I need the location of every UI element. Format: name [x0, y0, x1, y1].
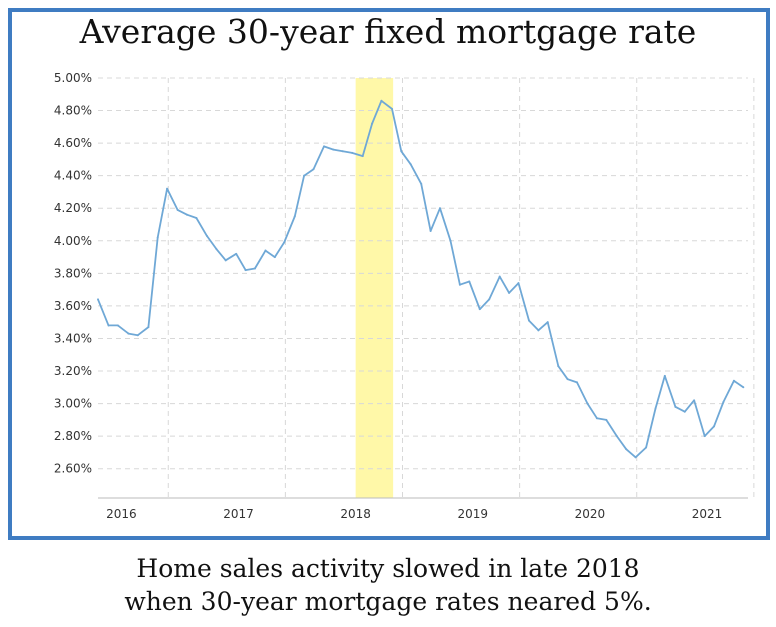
data-point [361, 155, 364, 158]
data-point [546, 321, 549, 324]
data-point [244, 269, 247, 272]
data-point [537, 329, 540, 332]
data-point [458, 283, 461, 286]
data-point [488, 298, 491, 301]
y-tick-label: 4.60% [54, 136, 92, 150]
data-point [527, 319, 530, 322]
data-point [176, 208, 179, 211]
y-tick-label: 5.00% [54, 71, 92, 85]
data-point [732, 379, 735, 382]
data-point [371, 122, 374, 125]
data-point [116, 324, 119, 327]
data-point [683, 410, 686, 413]
data-point [722, 400, 725, 403]
chart-caption: Home sales activity slowed in late 2018 … [0, 552, 776, 618]
data-point [498, 275, 501, 278]
x-tick-label: 2021 [692, 507, 723, 521]
x-tick-label: 2019 [458, 507, 489, 521]
y-tick-label: 4.20% [54, 201, 92, 215]
data-point [645, 446, 648, 449]
data-point [215, 247, 218, 250]
data-point [557, 365, 560, 368]
caption-line-2: when 30-year mortgage rates neared 5%. [124, 587, 652, 616]
x-tick-label: 2020 [575, 507, 606, 521]
y-tick-label: 3.80% [54, 266, 92, 280]
data-point [390, 107, 393, 110]
y-tick-label: 3.40% [54, 331, 92, 345]
data-point [293, 215, 296, 218]
data-point [235, 252, 238, 255]
data-point [468, 280, 471, 283]
x-tick-label: 2016 [106, 507, 137, 521]
data-point [703, 435, 706, 438]
data-point [586, 402, 589, 405]
data-point [595, 417, 598, 420]
y-tick-label: 3.00% [54, 397, 92, 411]
data-point [429, 230, 432, 233]
data-point [147, 326, 150, 329]
data-point [742, 386, 745, 389]
data-point [283, 241, 286, 244]
data-point [195, 217, 198, 219]
data-point [323, 145, 326, 148]
data-point [380, 99, 383, 102]
data-point [264, 249, 267, 252]
data-point [107, 324, 110, 327]
highlight-band [355, 78, 394, 498]
data-point [605, 418, 608, 421]
data-point [508, 291, 511, 294]
data-point [634, 456, 637, 459]
data-point [438, 207, 441, 210]
x-tick-label: 2017 [223, 507, 254, 521]
data-point [136, 334, 139, 337]
y-tick-label: 3.60% [54, 299, 92, 313]
y-tick-label: 2.60% [54, 462, 92, 476]
data-point [224, 259, 227, 262]
data-point [625, 448, 628, 451]
data-point [400, 150, 403, 153]
data-point [420, 182, 423, 185]
data-point [166, 187, 169, 190]
data-point [674, 405, 677, 408]
data-point [713, 425, 716, 428]
data-point [127, 332, 130, 335]
data-point [576, 381, 579, 384]
data-point [156, 236, 159, 239]
data-point [654, 407, 657, 410]
data-point [615, 435, 618, 438]
caption-line-1: Home sales activity slowed in late 2018 [136, 554, 640, 583]
data-point [449, 239, 452, 242]
data-point [341, 150, 344, 153]
data-point [253, 267, 256, 270]
data-point [312, 168, 315, 171]
data-point [273, 256, 276, 259]
y-tick-label: 4.80% [54, 104, 92, 118]
y-tick-label: 2.80% [54, 429, 92, 443]
data-point [517, 282, 520, 285]
y-tick-label: 4.40% [54, 169, 92, 183]
data-point [409, 163, 412, 166]
y-tick-label: 4.00% [54, 234, 92, 248]
data-point [186, 213, 189, 216]
data-point [97, 298, 99, 301]
data-point [351, 151, 354, 154]
x-tick-label: 2018 [340, 507, 371, 521]
chart-title: Average 30-year fixed mortgage rate [79, 12, 697, 51]
data-point [303, 174, 306, 177]
data-point [663, 374, 666, 377]
data-point [205, 234, 208, 237]
y-tick-label: 3.20% [54, 364, 92, 378]
series-line [97, 99, 744, 459]
data-point [332, 148, 335, 151]
data-point [693, 399, 696, 402]
data-point [478, 308, 481, 311]
data-point [566, 378, 569, 381]
